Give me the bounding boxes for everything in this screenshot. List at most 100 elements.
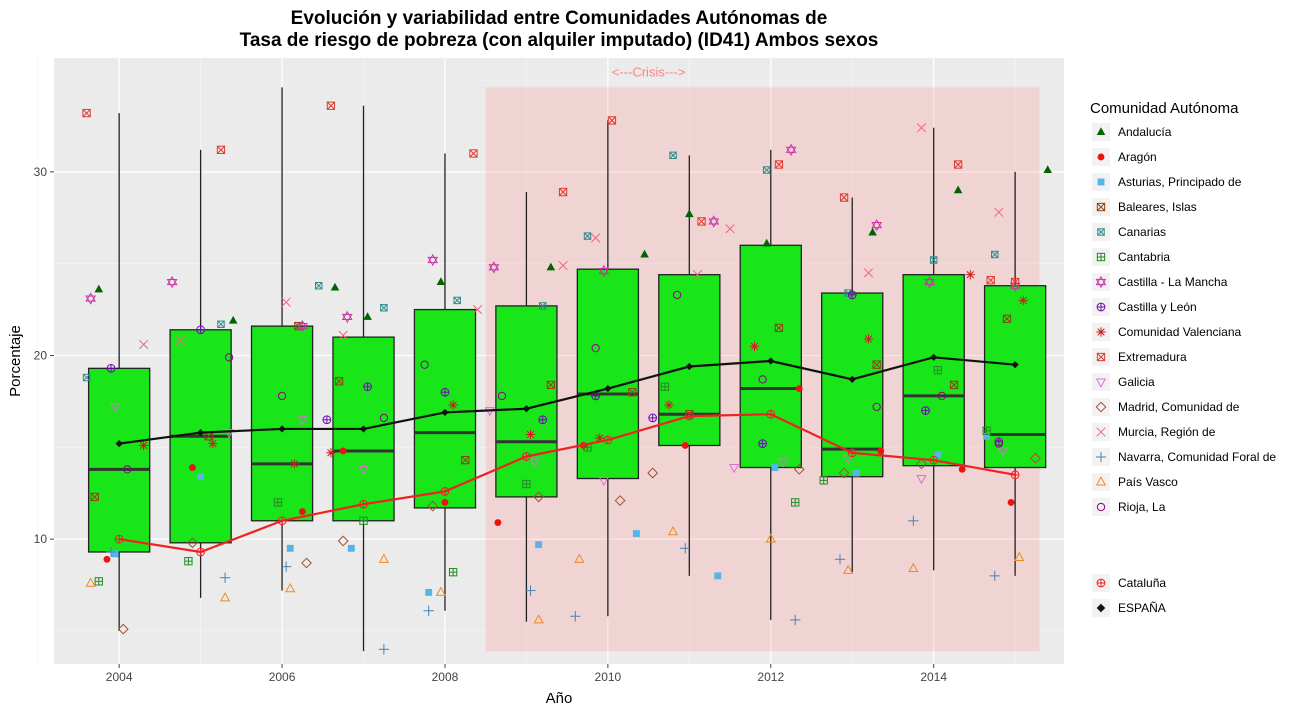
point-cataluna <box>196 547 205 557</box>
point-navarra-comunidad-foral-de <box>680 543 691 554</box>
legend-item-cantabria: Cantabria <box>1092 248 1170 266</box>
point-espana <box>522 405 531 413</box>
point-navarra-comunidad-foral-de <box>525 585 536 596</box>
point-extremadura <box>82 108 91 118</box>
point-cantabria <box>819 476 828 485</box>
point-extremadura <box>469 149 478 158</box>
point-espana <box>930 353 938 361</box>
point-espana <box>278 425 286 433</box>
axis-layer: 2004 2006 2008 2010 2012 2014 10 20 30 <box>34 165 948 684</box>
point-espana <box>685 362 693 371</box>
point-madrid-comunidad-de <box>337 535 349 547</box>
point-navarra-comunidad-foral-de <box>378 644 390 655</box>
series-madrid-comunidad-de <box>117 452 1041 635</box>
point-extremadura <box>774 160 784 169</box>
point-galicia <box>529 458 540 468</box>
legend-key <box>1092 498 1110 516</box>
point-navarra-comunidad-foral-de <box>570 611 581 622</box>
box-body <box>821 292 884 478</box>
point-pais-vasco <box>1014 551 1025 562</box>
point-pais-vasco <box>285 582 296 593</box>
point-comunidad-valenciana <box>448 400 458 410</box>
point-extremadura <box>558 187 568 197</box>
series-extremadura <box>82 101 1020 287</box>
point-comunidad-valenciana <box>1018 295 1029 306</box>
point-aragon <box>958 465 966 473</box>
legend-item-canarias: Canarias <box>1092 223 1166 241</box>
point-castilla-y-leon <box>921 406 930 415</box>
point-cataluna <box>1010 470 1020 480</box>
legend-key-canarias <box>1097 228 1105 236</box>
point-asturias-principado-de <box>111 550 119 558</box>
point-extremadura <box>697 217 706 226</box>
point-extremadura <box>216 145 226 154</box>
legend-label: ESPAÑA <box>1118 601 1166 615</box>
point-espana <box>115 440 123 448</box>
point-cantabria <box>982 426 991 435</box>
point-espana <box>767 357 775 365</box>
legend-item-navarra-comunidad-foral-de: Navarra, Comunidad Foral de <box>1092 448 1276 466</box>
point-baleares-islas <box>461 456 470 465</box>
point-canarias <box>538 302 547 310</box>
crisis-annotation: <---Crisis---> <box>612 64 686 79</box>
point-castilla-la-mancha <box>166 275 178 289</box>
point-pais-vasco <box>667 526 679 536</box>
legend-label: País Vasco <box>1118 475 1178 489</box>
point-murcia-region-de <box>994 207 1004 217</box>
point-aragon <box>189 464 196 471</box>
point-aragon <box>1007 498 1015 506</box>
point-navarra-comunidad-foral-de <box>280 561 292 572</box>
point-castilla-y-leon <box>758 439 767 449</box>
line-espana <box>119 356 1016 445</box>
point-rioja-la <box>277 391 287 401</box>
point-espana <box>359 425 368 433</box>
legend-item-espana: ESPAÑA <box>1092 599 1166 617</box>
legend-key <box>1092 473 1110 491</box>
box-body <box>495 305 558 498</box>
point-navarra-comunidad-foral-de <box>219 572 231 583</box>
legend-key <box>1092 273 1110 291</box>
point-castilla-y-leon <box>648 413 658 423</box>
point-comunidad-valenciana <box>208 438 218 449</box>
legend-item-aragon: Aragón <box>1092 148 1157 166</box>
legend-item-murcia-region-de: Murcia, Región de <box>1092 423 1216 441</box>
point-andalucia <box>436 277 446 286</box>
legend-key-comunidad-valenciana <box>1096 327 1106 337</box>
point-cataluna <box>603 435 613 445</box>
legend-key-andalucia <box>1096 127 1106 136</box>
point-rioja-la <box>994 439 1003 448</box>
series-asturias-principado-de <box>111 432 991 596</box>
legend-key-extremadura <box>1096 352 1106 362</box>
point-asturias-principado-de <box>852 469 860 477</box>
point-baleares-islas <box>872 360 881 369</box>
line-series-cataluna <box>114 409 1020 557</box>
box-2008 <box>413 153 477 611</box>
point-rioja-la <box>591 343 600 353</box>
point-cataluna <box>277 516 287 526</box>
legend-key-aragon <box>1097 153 1105 161</box>
point-andalucia <box>685 209 694 218</box>
point-asturias-principado-de <box>934 451 942 459</box>
point-galicia <box>997 447 1009 457</box>
point-navarra-comunidad-foral-de <box>908 515 919 526</box>
point-galicia <box>916 475 927 485</box>
legend-key-asturias-principado-de <box>1097 178 1105 186</box>
point-rioja-la <box>224 353 234 362</box>
point-castilla-la-mancha <box>297 319 308 333</box>
point-cataluna <box>440 487 450 496</box>
point-castilla-y-leon <box>363 382 372 392</box>
series-canarias <box>82 151 999 382</box>
legend-title: Comunidad Autónoma <box>1090 100 1239 117</box>
line-cataluna <box>118 413 1016 554</box>
box-body <box>87 367 151 553</box>
legend-item-cataluna: Cataluña <box>1092 574 1166 592</box>
point-murcia-region-de <box>725 224 735 234</box>
legend-key-castilla-la-mancha <box>1095 275 1107 289</box>
point-pais-vasco <box>435 586 447 596</box>
point-castilla-la-mancha <box>341 310 353 324</box>
point-andalucia <box>94 284 104 293</box>
x-tick-label: 2008 <box>432 670 459 684</box>
point-baleares-islas <box>628 388 637 397</box>
point-pais-vasco <box>85 577 96 587</box>
x-tick-label: 2006 <box>269 670 296 684</box>
